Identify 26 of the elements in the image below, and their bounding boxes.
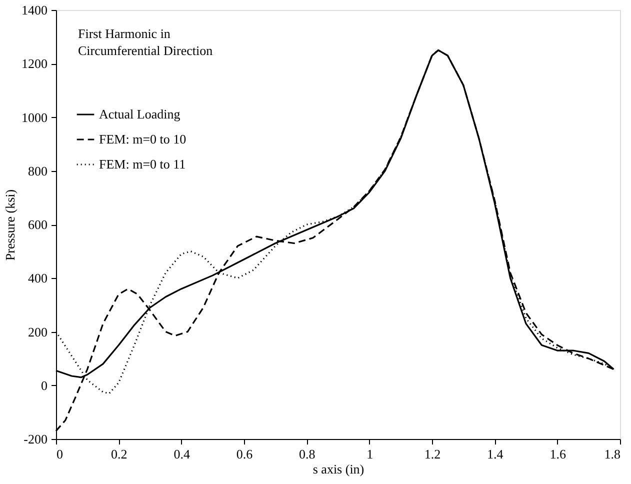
x-tick-label: 1.8 (604, 446, 620, 462)
y-tick-label: 600 (28, 217, 48, 232)
y-tick-label: -200 (24, 432, 48, 446)
x-tick-label: 1.6 (550, 446, 566, 462)
legend-label: FEM: m=0 to 10 (99, 132, 186, 146)
y-tick-label: 400 (28, 270, 48, 286)
x-tick-label: 1.4 (487, 446, 504, 462)
y-tick-label: 200 (28, 324, 48, 340)
y-tick-label: 1000 (22, 110, 48, 125)
y-tick-label: 0 (41, 378, 48, 393)
legend-label: Actual Loading (99, 106, 181, 122)
y-axis-title: Pressure (ksi) (2, 189, 18, 261)
x-tick-label: 1 (366, 446, 374, 462)
x-axis-title: s axis (in) (312, 462, 364, 476)
x-tick-label: 0.2 (111, 446, 128, 462)
y-tick-label: 1200 (22, 56, 48, 72)
y-tick-label: 800 (28, 163, 48, 178)
legend-label: FEM: m=0 to 11 (99, 156, 186, 172)
annotation: First Harmonic in (78, 26, 171, 41)
x-tick-label: 0.6 (236, 446, 254, 462)
x-tick-label: 1.2 (424, 446, 441, 462)
annotation: Circumferential Direction (78, 43, 214, 58)
x-tick-label: 0.4 (174, 446, 190, 462)
x-tick-label: 0.8 (299, 446, 316, 462)
x-tick-label: 0 (56, 446, 63, 462)
y-tick-label: 1400 (22, 2, 48, 18)
